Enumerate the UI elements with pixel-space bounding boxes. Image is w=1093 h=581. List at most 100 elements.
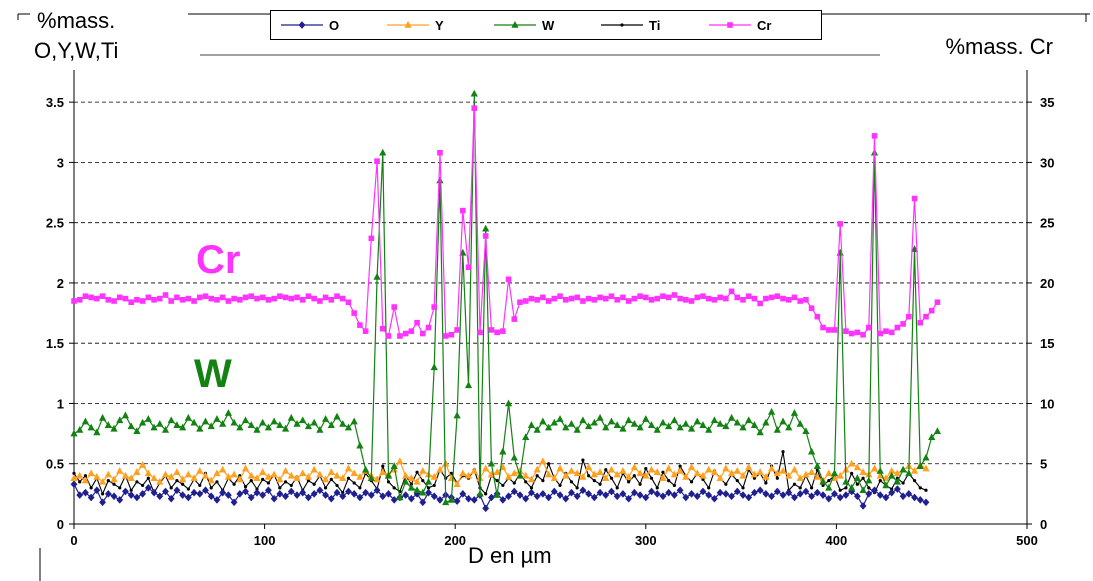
data-point-ti: [72, 471, 76, 475]
right-tick-label: 10: [1040, 396, 1054, 411]
data-point-w: [281, 424, 290, 432]
data-point-w: [516, 471, 524, 479]
data-point-y: [596, 468, 604, 475]
data-point-o: [739, 491, 747, 499]
data-point-ti: [283, 480, 288, 484]
data-point-w: [556, 415, 564, 422]
data-point-cr: [271, 295, 277, 302]
data-point-w: [773, 425, 781, 433]
data-point-w: [865, 476, 873, 484]
data-point-y: [813, 472, 821, 480]
data-point-ti: [615, 486, 619, 490]
data-point-o: [350, 489, 358, 498]
data-point-ti: [312, 482, 316, 486]
data-point-o: [356, 493, 364, 502]
data-point-w: [562, 423, 570, 431]
data-point-cr: [288, 295, 295, 302]
data-point-o: [402, 491, 410, 499]
data-point-w: [819, 477, 827, 485]
data-point-o: [602, 491, 610, 499]
data-point-o: [682, 493, 690, 502]
series-cr: [71, 105, 941, 339]
right-tick-label: 15: [1040, 336, 1054, 351]
data-point-cr: [397, 333, 403, 339]
data-point-y: [642, 471, 650, 479]
data-point-o: [259, 491, 267, 499]
data-point-w: [402, 477, 410, 485]
data-point-o: [430, 492, 438, 501]
data-point-ti: [752, 476, 757, 480]
data-point-ti: [850, 471, 854, 475]
data-point-cr: [585, 295, 592, 302]
data-point-ti: [569, 480, 574, 484]
data-point-o: [659, 492, 667, 501]
data-point-o: [642, 493, 650, 502]
data-point-o: [831, 489, 838, 498]
data-point-w: [276, 421, 284, 428]
left-tick-label: 3.5: [46, 95, 64, 110]
data-point-w: [539, 417, 547, 425]
data-point-y: [533, 465, 541, 473]
data-point-cr: [631, 295, 638, 302]
data-point-y: [585, 463, 593, 471]
data-point-w: [785, 423, 793, 431]
data-point-y: [567, 466, 576, 474]
data-point-o: [247, 493, 255, 502]
data-point-o: [287, 487, 295, 496]
data-point-ti: [575, 486, 579, 490]
data-point-w: [339, 419, 347, 427]
data-point-cr: [334, 293, 340, 299]
data-point-ti: [878, 479, 882, 483]
data-point-w: [825, 483, 833, 491]
data-point-cr: [442, 333, 449, 339]
data-point-y: [339, 474, 347, 481]
data-point-w: [716, 419, 724, 427]
data-point-o: [533, 492, 541, 501]
data-point-y: [825, 469, 833, 477]
data-point-w: [264, 423, 273, 431]
data-point-cr: [419, 330, 426, 337]
data-point-cr: [162, 292, 169, 298]
data-point-y: [247, 471, 255, 479]
data-point-y: [859, 468, 867, 475]
data-point-o: [619, 489, 627, 498]
data-point-ti: [558, 483, 562, 488]
data-point-cr: [82, 293, 89, 299]
data-point-o: [93, 486, 101, 495]
data-point-y: [419, 466, 427, 474]
data-point-o: [882, 493, 890, 502]
data-point-cr: [923, 313, 929, 320]
data-point-w: [796, 419, 804, 427]
legend-item-w: W: [494, 11, 554, 39]
legend-item-y: Y: [387, 11, 444, 39]
data-point-o: [505, 492, 513, 501]
data-point-w: [453, 411, 461, 419]
data-point-o: [825, 494, 833, 503]
data-point-o: [304, 493, 312, 502]
data-point-cr: [305, 293, 312, 299]
data-point-w: [762, 418, 770, 426]
data-point-w: [98, 413, 107, 421]
data-point-o: [322, 491, 330, 499]
data-point-ti: [100, 492, 105, 496]
data-point-ti: [198, 483, 202, 488]
data-point-cr: [660, 293, 666, 299]
data-point-o: [276, 489, 284, 498]
data-point-w: [882, 481, 890, 489]
left-tick-label: 0.5: [46, 457, 64, 472]
data-point-y: [87, 469, 95, 477]
data-point-w: [179, 423, 187, 431]
data-point-cr: [831, 327, 838, 333]
data-point-y: [413, 477, 421, 485]
data-point-o: [585, 489, 593, 498]
data-point-ti: [587, 474, 591, 478]
data-point-w: [104, 421, 112, 428]
data-point-w: [739, 423, 747, 431]
data-point-ti: [278, 486, 282, 490]
data-point-y: [527, 475, 536, 483]
x-tick-label: 0: [70, 533, 77, 548]
data-point-cr: [911, 195, 918, 202]
left-tick-label: 3: [57, 155, 64, 170]
data-point-cr: [734, 294, 741, 301]
data-point-w: [836, 248, 844, 256]
